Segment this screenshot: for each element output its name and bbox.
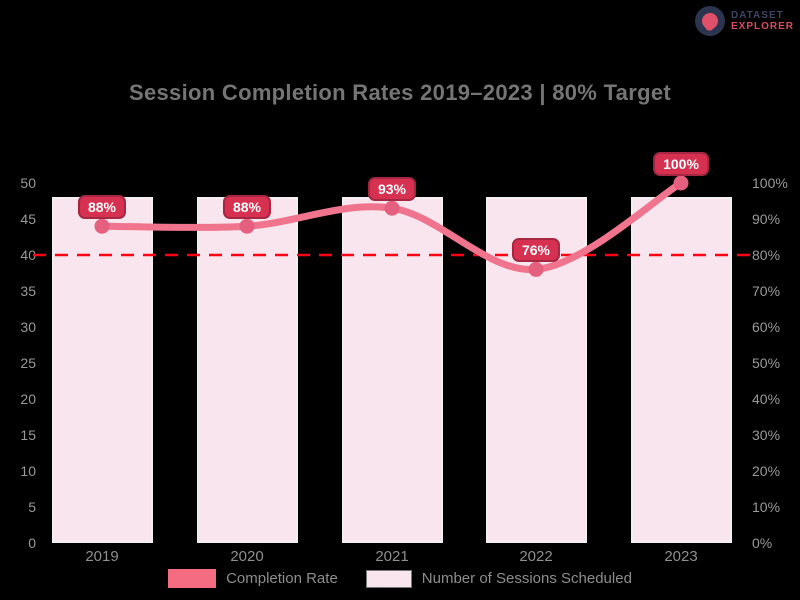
x-axis-label: 2019	[85, 548, 119, 565]
line-point	[94, 218, 110, 234]
x-axis-label: 2022	[519, 548, 553, 565]
legend-item-bar: Number of Sessions Scheduled	[365, 569, 632, 588]
x-axis-label: 2021	[375, 548, 409, 565]
legend-item-line: Completion Rate	[168, 569, 338, 588]
left-axis-tick: 20	[20, 391, 36, 407]
brand-logo: DATASET EXPLORER	[694, 6, 794, 36]
right-axis-tick: 90%	[752, 211, 781, 227]
x-axis-label: 2023	[664, 548, 698, 565]
legend-label-bar: Number of Sessions Scheduled	[421, 570, 632, 587]
left-axis-tick: 45	[20, 211, 36, 227]
data-label-badge: 100%	[653, 152, 709, 176]
right-axis-tick: 30%	[752, 427, 781, 443]
legend: Completion Rate Number of Sessions Sched…	[0, 569, 800, 588]
brand-logo-icon	[694, 6, 725, 36]
right-axis-tick: 10%	[752, 499, 781, 515]
right-axis-tick: 80%	[752, 247, 781, 263]
left-axis-tick: 50	[20, 175, 36, 191]
x-axis-label: 2020	[230, 548, 264, 565]
left-axis-tick: 25	[20, 355, 36, 371]
legend-swatch-line	[168, 569, 217, 588]
left-axis-tick: 10	[20, 463, 36, 479]
left-axis-tick: 35	[20, 283, 36, 299]
line-point	[673, 175, 689, 191]
left-axis-tick: 30	[20, 319, 36, 335]
left-axis-tick: 15	[20, 427, 36, 443]
right-axis-tick: 20%	[752, 463, 781, 479]
brand-logo-text: DATASET EXPLORER	[731, 10, 794, 33]
data-label-badge: 76%	[511, 238, 561, 263]
left-axis-tick: 5	[28, 499, 36, 515]
brand-name-top: DATASET	[730, 9, 784, 21]
chart-title: Session Completion Rates 2019–2023 | 80%…	[129, 80, 671, 105]
right-axis-tick: 60%	[752, 319, 781, 335]
right-axis-tick: 0%	[752, 535, 773, 551]
legend-swatch-bar	[365, 569, 412, 588]
right-axis-tick: 40%	[752, 391, 781, 407]
line-markers	[94, 175, 689, 277]
line-point	[384, 200, 400, 216]
left-axis-tick: 40	[20, 247, 36, 263]
data-label-badge: 88%	[77, 195, 127, 220]
brand-name-bottom: EXPLORER	[730, 21, 794, 32]
right-axis-tick: 70%	[752, 283, 781, 299]
right-axis-tick: 50%	[752, 355, 781, 371]
line-point	[528, 261, 544, 277]
line-point	[239, 218, 255, 234]
legend-label-line: Completion Rate	[226, 570, 338, 587]
left-axis-tick: 0	[28, 535, 36, 551]
data-label-badge: 88%	[222, 195, 272, 220]
right-axis-tick: 100%	[752, 175, 788, 191]
data-label-badge: 93%	[367, 177, 417, 202]
